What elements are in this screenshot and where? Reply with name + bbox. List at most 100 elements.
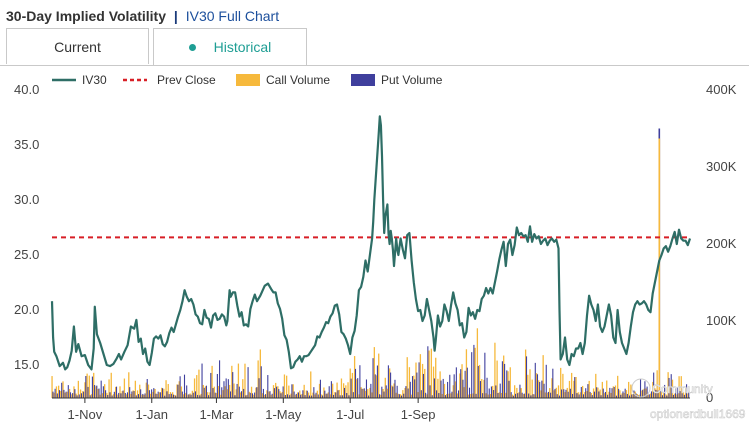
call-volume-bar <box>386 388 389 398</box>
put-volume-bar <box>436 390 438 398</box>
legend-prev-close-label[interactable]: Prev Close <box>157 73 216 87</box>
put-volume-bar <box>256 387 258 398</box>
put-volume-bar <box>528 393 530 398</box>
put-volume-bar <box>569 388 571 398</box>
put-volume-bar <box>460 369 462 398</box>
put-volume-bar <box>552 368 554 398</box>
x-axis: 1-Nov 1-Jan 1-Mar 1-May 1-Jul 1-Sep <box>68 398 435 422</box>
call-volume-bar <box>110 372 112 398</box>
call-volume-bar <box>564 392 566 398</box>
call-volume-bar <box>674 393 676 398</box>
call-volume-bar <box>678 376 680 398</box>
iv30-full-chart-link[interactable]: IV30 Full Chart <box>185 8 280 24</box>
put-volume-bar <box>477 365 479 398</box>
put-volume-bar <box>666 395 668 398</box>
put-volume-bar <box>587 384 589 398</box>
put-volume-bar <box>361 388 363 398</box>
call-volume-bar <box>597 387 599 398</box>
call-volume-bar <box>82 391 84 398</box>
call-volume-bar <box>676 394 678 398</box>
call-volume-bar <box>246 394 248 398</box>
put-volume-bar <box>370 383 372 398</box>
put-volume-bar <box>648 394 650 398</box>
put-volume-bar <box>468 387 471 398</box>
put-volume-bar <box>333 394 335 398</box>
call-volume-bar <box>680 376 682 398</box>
put-volume-bar <box>87 386 89 398</box>
put-volume-bar <box>365 379 368 398</box>
put-volume-bar <box>473 344 475 398</box>
call-volume-bar <box>516 387 518 398</box>
put-volume-bar <box>135 395 137 398</box>
call-volume-bar <box>55 386 58 398</box>
call-volume-bar <box>154 389 156 398</box>
tab-current[interactable]: Current <box>6 28 149 64</box>
put-volume-bar <box>183 374 186 398</box>
call-volume-bar <box>481 379 483 398</box>
put-volume-bar <box>521 392 523 398</box>
put-volume-bar <box>664 384 666 398</box>
call-volume-bar <box>231 365 233 398</box>
tab-historical[interactable]: Historical <box>153 28 307 65</box>
put-volume-bar <box>172 394 175 398</box>
call-volume-bar <box>408 367 411 398</box>
put-volume-bar <box>243 388 245 398</box>
put-volume-bar <box>56 393 58 398</box>
call-volume-bar <box>685 388 687 398</box>
call-volume-bar <box>557 385 560 398</box>
put-volume-bar <box>403 393 405 398</box>
call-volume-bar <box>213 386 215 398</box>
call-volume-bar <box>106 392 108 398</box>
put-volume-bar <box>677 387 679 398</box>
call-volume-bar <box>360 387 362 398</box>
call-volume-bar <box>498 392 500 398</box>
call-volume-bar <box>494 342 496 398</box>
call-volume-bar <box>577 392 579 398</box>
legend-call-volume-label[interactable]: Call Volume <box>266 73 330 87</box>
put-volume-bar <box>416 372 418 398</box>
call-volume-bar <box>399 394 402 398</box>
call-volume-bar <box>617 375 619 398</box>
legend-put-volume-label[interactable]: Put Volume <box>381 73 443 87</box>
call-volume-bar <box>665 394 667 398</box>
put-volume-bar <box>385 385 387 398</box>
put-volume-bar <box>162 388 164 398</box>
call-volume-bar <box>207 392 209 398</box>
call-volume-bar <box>332 383 334 398</box>
put-volume-bar <box>175 395 177 398</box>
right-tick-label: 200K <box>706 236 737 251</box>
put-volume-bar <box>407 388 409 398</box>
chart-legend: IV30 Prev Close Call Volume Put Volume <box>52 73 443 87</box>
call-volume-bar <box>198 369 200 398</box>
call-volume-bar <box>476 328 479 398</box>
put-volume-bar <box>368 395 370 398</box>
put-volume-bar <box>517 393 519 398</box>
call-volume-bar <box>281 391 283 398</box>
put-volume-bar <box>133 391 135 398</box>
call-volume-bar <box>310 371 312 398</box>
call-volume-bar <box>143 394 145 398</box>
put-volume-bar <box>510 392 512 398</box>
call-volume-bar <box>573 380 575 398</box>
put-volume-bar <box>679 391 681 398</box>
x-tick-label: 1-Jul <box>336 407 364 422</box>
put-volume-bar <box>675 388 677 398</box>
put-volume-bar <box>668 377 670 398</box>
put-volume-bar <box>330 381 332 398</box>
call-volume-bar <box>601 381 604 398</box>
put-volume-bar <box>186 385 188 398</box>
put-volume-bar <box>629 395 631 398</box>
call-volume-bar <box>288 385 290 398</box>
put-volume-bar <box>315 392 317 398</box>
call-volume-bar <box>171 392 174 398</box>
put-volume-bar <box>657 390 659 398</box>
legend-iv30-label[interactable]: IV30 <box>82 73 107 87</box>
call-volume-bar <box>242 379 244 398</box>
put-volume-bar <box>488 388 490 398</box>
call-volume-bar <box>321 394 323 398</box>
call-volume-bar <box>218 385 220 398</box>
put-volume-bar <box>486 377 488 398</box>
put-volume-bar <box>582 394 585 398</box>
put-volume-bar <box>166 391 168 398</box>
call-volume-bar <box>391 385 393 398</box>
